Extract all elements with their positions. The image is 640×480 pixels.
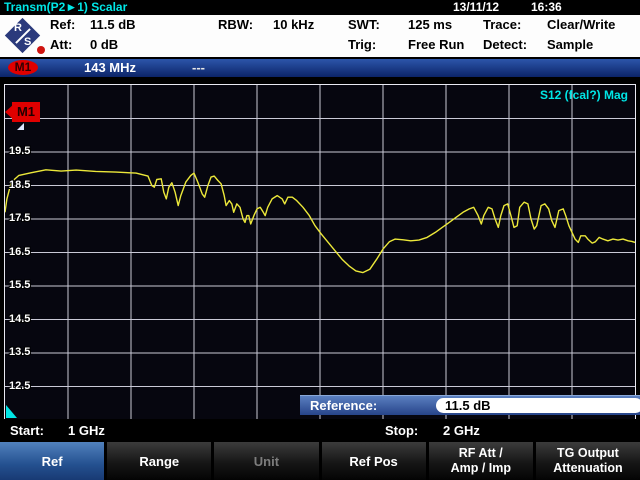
ref-setting: Ref: 11.5 dB [50,15,136,35]
softkey-unit: Unit [214,442,319,480]
marker-flag-label: M1 [12,102,40,122]
y-axis-label: 13.5 [9,346,31,358]
y-axis-label: 16.5 [9,245,31,258]
ref-value: 11.5 dB [90,17,136,32]
softkey-tg-output-attenuation[interactable]: TG Output Attenuation [535,442,640,480]
trigger-corner-icon [6,405,17,418]
y-axis-label: 12.5 [9,379,31,392]
trace-chart [5,85,635,420]
time-display: 16:36 [531,0,562,14]
measurement-trace [5,169,635,274]
swt-setting: SWT: 125 ms [348,15,464,35]
ref-label: Ref: [50,17,76,32]
y-axis-label: 19.5 [9,145,31,157]
softkey-label: RF Att / [458,446,503,460]
marker-arrow-icon [5,104,14,120]
trace-mode-label: S12 (fcal?) Mag [539,88,628,102]
marker-tick-icon [17,123,24,130]
trace-value: Clear/Write [547,17,616,32]
y-axis-label: 15.5 [9,279,31,291]
rs-logo-letter-r: R [14,22,22,34]
att-value: 0 dB [90,37,119,52]
detect-label: Detect: [483,37,528,52]
softkey-range[interactable]: Range [107,442,212,480]
softkey-label: Attenuation [553,461,623,475]
settings-column-sweep: SWT: 125 ms Trig: Free Run [348,15,464,57]
rbw-value: 10 kHz [273,17,315,32]
softkey-rf-att-amp-imp[interactable]: RF Att / Amp / Imp [428,442,533,480]
trace-display-area: 19.5 18.5 17.5 16.5 15.5 14.5 13.5 12.5 S12 (fc… [4,84,636,421]
date-display: 13/11/12 [453,0,500,14]
trace-label: Trace: [483,17,522,32]
frequency-axis-row: Start: 1 GHz Stop: 2 GHz [0,419,640,442]
settings-column-rbw: RBW: 10 kHz [218,15,314,57]
att-setting: Att: 0 dB [50,35,136,55]
reference-entry-input[interactable] [436,398,640,413]
softkey-label: TG Output [557,446,619,460]
attenuation-status-dot [37,46,45,54]
att-label: Att: [50,37,73,52]
y-axis-label: 14.5 [9,312,31,325]
settings-panel: R S Ref: 11.5 dB Att: 0 dB RBW: 10 kHz S… [0,15,640,57]
reference-entry-label: Reference: [310,398,378,413]
marker-frequency: 143 MHz [84,60,137,75]
start-freq-value: 1 GHz [68,423,105,438]
softkey-ref-pos[interactable]: Ref Pos [321,442,426,480]
header-bar: Transm(P2►1) Scalar 13/11/12 16:36 [0,0,640,15]
trig-label: Trig: [348,37,377,52]
swt-label: SWT: [348,17,380,32]
trig-value: Free Run [408,37,465,52]
y-axis-label: 17.5 [9,212,31,224]
stop-freq-label: Stop: [385,423,419,438]
softkey-label: Unit [253,453,280,469]
reference-entry-popup: Reference: [300,395,640,415]
trig-setting: Trig: Free Run [348,35,464,55]
softkey-label: Amp / Imp [450,461,511,475]
softkey-label: Range [139,453,180,469]
marker-badge: M1 [8,60,38,75]
start-freq-label: Start: [10,423,44,438]
rbw-setting: RBW: 10 kHz [218,15,314,35]
stop-freq-value: 2 GHz [443,423,480,438]
softkey-label: Ref Pos [349,453,398,469]
swt-value: 125 ms [408,17,453,32]
rbw-label: RBW: [218,17,254,32]
softkey-label: Ref [41,453,63,469]
marker-readout-bar: M1 143 MHz --- [0,59,640,77]
trace-setting: Trace: Clear/Write [483,15,615,35]
softkey-ref[interactable]: Ref [0,442,105,480]
rs-logo-letter-s: S [24,36,32,48]
softkey-bar: Ref Range Unit Ref Pos RF Att / Amp / Imp TG O… [0,442,640,480]
settings-column-trace: Trace: Clear/Write Detect: Sample [483,15,615,57]
settings-column-ref: Ref: 11.5 dB Att: 0 dB [50,15,136,57]
rs-logo: R S [4,17,41,54]
marker-value: --- [192,60,205,75]
detect-value: Sample [547,37,594,52]
detect-setting: Detect: Sample [483,35,615,55]
measurement-title: Transm(P2►1) Scalar [4,0,128,14]
y-axis-label: 18.5 [9,178,31,191]
